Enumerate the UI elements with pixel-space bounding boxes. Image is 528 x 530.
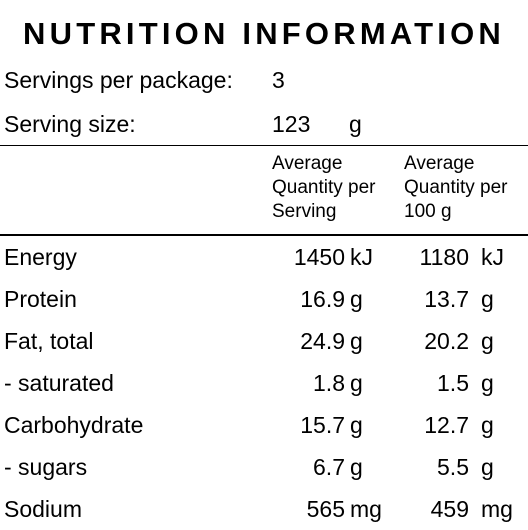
row-serving-value: 6.7 — [313, 454, 345, 480]
row-serving-unit: g — [350, 412, 363, 438]
column-header-line: Average — [404, 153, 475, 174]
row-serving-value: 24.9 — [300, 328, 345, 354]
row-serving-unit: g — [350, 328, 363, 354]
divider-header — [0, 234, 528, 236]
row-per100-value: 1.5 — [437, 370, 469, 396]
row-per100-unit: g — [481, 286, 494, 312]
row-per100-value: 12.7 — [424, 412, 469, 438]
column-header-line: 100 g — [404, 201, 452, 222]
row-per100-value: 20.2 — [424, 328, 469, 354]
serving-size-unit: g — [349, 111, 362, 137]
column-header-per-serving: Average Quantity per Serving — [272, 152, 376, 224]
divider-top — [0, 145, 528, 146]
row-per100-unit: kJ — [481, 244, 504, 270]
row-per100-unit: g — [481, 370, 494, 396]
column-header-line: Average — [272, 153, 343, 174]
row-serving-unit: g — [350, 370, 363, 396]
row-name: - saturated — [4, 370, 114, 396]
row-serving-value: 16.9 — [300, 286, 345, 312]
row-name: Sodium — [4, 496, 82, 522]
row-per100-unit: g — [481, 328, 494, 354]
column-header-line: Quantity per — [272, 177, 376, 198]
row-per100-value: 459 — [430, 496, 469, 522]
row-name: Carbohydrate — [4, 412, 144, 438]
row-name: Fat, total — [4, 328, 94, 354]
panel-title: NUTRITION INFORMATION — [23, 16, 505, 51]
row-per100-unit: g — [481, 454, 494, 480]
row-serving-unit: g — [350, 286, 363, 312]
row-per100-value: 1180 — [419, 244, 469, 270]
row-serving-value: 565 — [306, 496, 345, 522]
serving-size-label: Serving size: — [4, 111, 136, 137]
row-per100-value: 13.7 — [424, 286, 469, 312]
row-per100-unit: mg — [481, 496, 513, 522]
column-header-per-100g: Average Quantity per 100 g — [404, 152, 508, 224]
row-serving-unit: g — [350, 454, 363, 480]
serving-size-value: 123 — [272, 111, 311, 137]
column-header-line: Serving — [272, 201, 337, 222]
row-name: Energy — [4, 244, 77, 270]
row-serving-unit: kJ — [350, 244, 373, 270]
row-serving-value: 15.7 — [300, 412, 345, 438]
servings-per-package-label: Servings per package: — [4, 67, 233, 93]
row-per100-unit: g — [481, 412, 494, 438]
row-per100-value: 5.5 — [437, 454, 469, 480]
row-serving-value: 1.8 — [313, 370, 345, 396]
column-header-line: Quantity per — [404, 177, 508, 198]
row-name: - sugars — [4, 454, 88, 480]
row-serving-value: 1450 — [293, 244, 345, 270]
servings-per-package-value: 3 — [272, 67, 285, 93]
row-name: Protein — [4, 286, 77, 312]
row-serving-unit: mg — [350, 496, 382, 522]
